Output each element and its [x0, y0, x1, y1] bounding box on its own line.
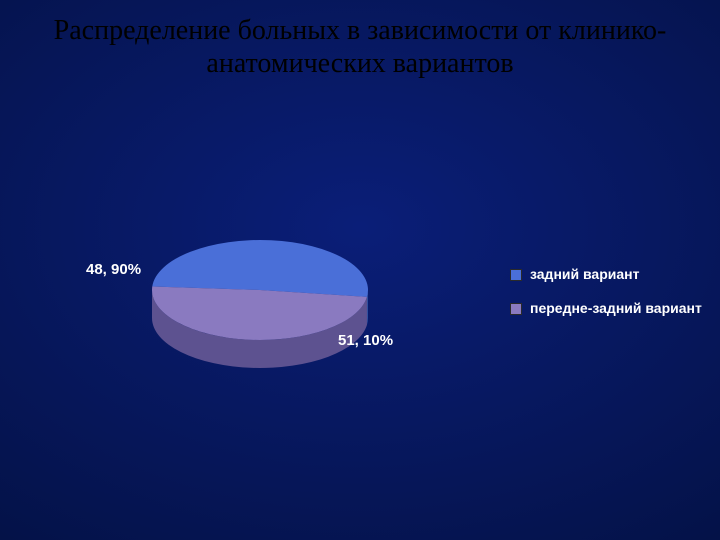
title-text: Распределение больных в зависимости от к…	[54, 15, 667, 79]
pie-chart	[148, 236, 372, 377]
legend-swatch-0	[510, 269, 522, 281]
legend-item-1: передне-задний вариант	[510, 300, 702, 316]
slide-title: Распределение больных в зависимости от к…	[0, 14, 720, 80]
data-label-1: 48, 90%	[86, 261, 141, 278]
legend-swatch-1	[510, 303, 522, 315]
legend-label-0: задний вариант	[530, 266, 639, 282]
pie-svg	[148, 236, 372, 372]
legend: задний вариант передне-задний вариант	[510, 266, 702, 334]
data-label-0: 51, 10%	[338, 332, 393, 349]
slide: Распределение больных в зависимости от к…	[0, 0, 720, 540]
legend-item-0: задний вариант	[510, 266, 702, 282]
legend-label-1: передне-задний вариант	[530, 300, 702, 316]
